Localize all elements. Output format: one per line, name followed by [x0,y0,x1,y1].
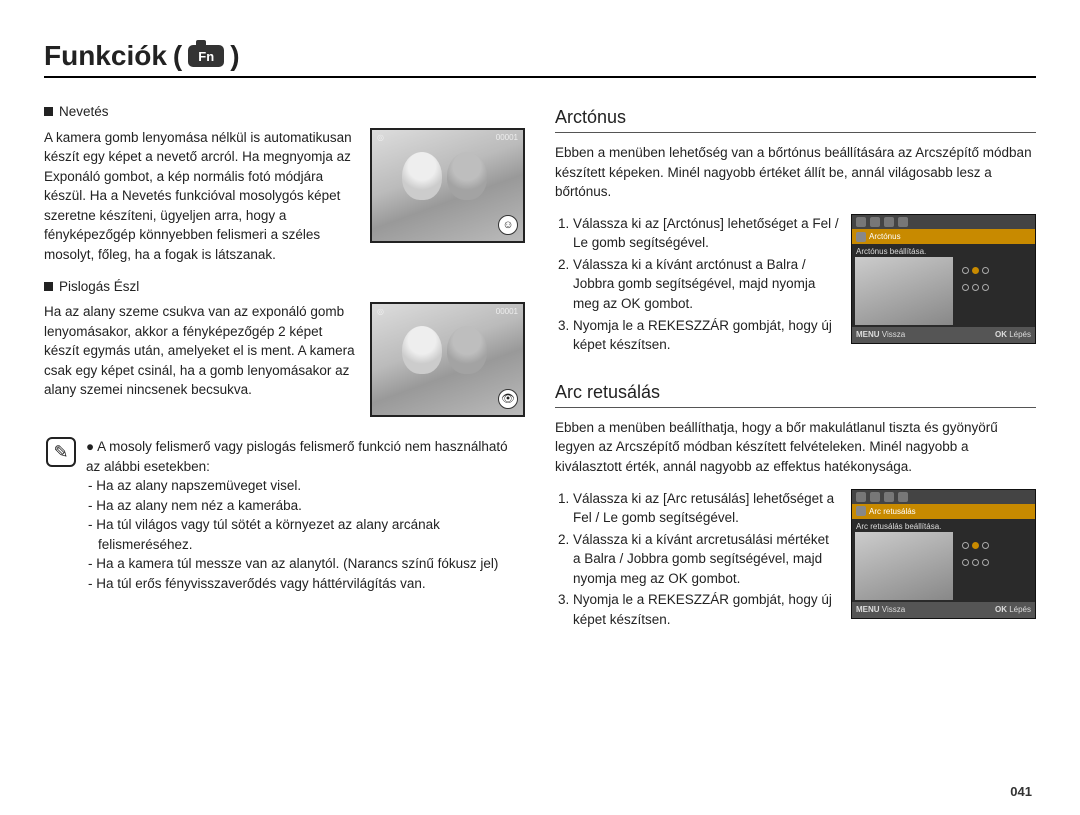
menu-preview-pic [855,257,953,325]
camera-menu-arctonus: Arctónus Arctónus beállítása. MENU Vissz… [851,214,1036,344]
level-dot [972,542,979,549]
note-item: - Ha a kamera túl messze van az alanytól… [86,554,523,574]
fn-label: Fn [198,49,214,64]
counter: 00001 [496,306,518,318]
thumb-overlay: ◎ 00001 [374,306,521,318]
level-dot [962,284,969,291]
block-pislogas: Ha az alany szeme csukva van az exponáló… [44,302,525,417]
body-text: Ha az alany szeme csukva van az exponáló… [44,302,358,417]
bullet-square-icon [44,107,53,116]
steps-list: Válassza ki az [Arc retusálás] lehetőség… [555,489,839,632]
tab-icon [884,492,894,502]
two-column-layout: Nevetés A kamera gomb lenyomása nélkül i… [44,96,1036,643]
step: Válassza ki a kívánt arcretusálási mérté… [573,530,839,589]
menu-btn-label: MENU [856,330,880,339]
ok-btn-label: OK [995,605,1007,614]
subhead-label: Pislogás Észl [59,277,139,297]
tab-icon [870,492,880,502]
level-dot [972,284,979,291]
subhead-nevetes: Nevetés [44,102,525,122]
intro-text: Ebben a menüben lehetőség van a bőrtónus… [555,143,1036,202]
block-retusalas: Válassza ki az [Arc retusálás] lehetőség… [555,489,1036,632]
step-label: Lépés [1009,605,1031,614]
menu-bottom-bar: MENU Vissza OK Lépés [852,327,1035,343]
menu-label: Arc retusálás [869,506,916,518]
level-dot [982,284,989,291]
page-number: 041 [1010,784,1032,799]
face-tone-icon [856,232,866,242]
sample-photo-smile: ◎ 00001 ☺ [370,128,525,243]
menu-row-selected: Arctónus [852,229,1035,245]
face-retouch-icon [856,506,866,516]
menu-btn-label: MENU [856,605,880,614]
rec-icon: ◎ [377,132,384,144]
step-label: Lépés [1009,330,1031,339]
tab-icon [870,217,880,227]
level-dot [982,559,989,566]
title-text: Funkciók [44,40,167,72]
menu-bottom-bar: MENU Vissza OK Lépés [852,602,1035,618]
step: Válassza ki a kívánt arctónust a Balra /… [573,255,839,314]
steps-list: Válassza ki az [Arctónus] lehetőséget a … [555,214,839,357]
open-paren: ( [173,40,182,72]
note-item: - Ha túl világos vagy túl sötét a környe… [86,515,523,554]
menu-topbar [852,215,1035,229]
right-column: Arctónus Ebben a menüben lehetőség van a… [555,96,1036,643]
note-lead: ● A mosoly felismerő vagy pislogás felis… [86,437,523,476]
level-dot [972,559,979,566]
bullet-square-icon [44,282,53,291]
subhead-pislogas: Pislogás Észl [44,277,525,297]
level-dot [962,267,969,274]
block-arctonus: Válassza ki az [Arctónus] lehetőséget a … [555,214,1036,357]
menu-slider [962,542,989,566]
level-dot [962,559,969,566]
intro-text: Ebben a menüben beállíthatja, hogy a bőr… [555,418,1036,477]
left-column: Nevetés A kamera gomb lenyomása nélkül i… [44,96,525,643]
thumb-overlay: ◎ 00001 [374,132,521,144]
note-icon: ✎ [46,437,76,467]
sample-photo-blink: ◎ 00001 👁 [370,302,525,417]
level-dot [962,542,969,549]
menu-row-selected: Arc retusálás [852,504,1035,520]
menu-topbar [852,490,1035,504]
subhead-label: Nevetés [59,102,109,122]
step: Válassza ki az [Arc retusálás] lehetőség… [573,489,839,528]
menu-preview-pic [855,532,953,600]
smile-icon: ☺ [498,215,518,235]
back-label: Vissza [882,330,905,339]
tab-icon [898,217,908,227]
section-title-retusalas: Arc retusálás [555,379,1036,408]
section-title-arctonus: Arctónus [555,104,1036,133]
camera-fn-icon: Fn [188,45,224,67]
tab-icon [884,217,894,227]
rec-icon: ◎ [377,306,384,318]
menu-label: Arctónus [869,231,901,243]
note-block: ✎ ● A mosoly felismerő vagy pislogás fel… [44,437,525,594]
note-item: - Ha túl erős fényvisszaverődés vagy hát… [86,574,523,594]
ok-btn-label: OK [995,330,1007,339]
note-list: ● A mosoly felismerő vagy pislogás felis… [86,437,523,594]
page-title: Funkciók ( Fn ) [44,40,1036,78]
close-paren: ) [230,40,239,72]
note-item: - Ha az alany nem néz a kamerába. [86,496,523,516]
level-dot [972,267,979,274]
step: Válassza ki az [Arctónus] lehetőséget a … [573,214,839,253]
level-dot [982,542,989,549]
step: Nyomja le a REKESZZÁR gombját, hogy új k… [573,316,839,355]
counter: 00001 [496,132,518,144]
tab-icon [898,492,908,502]
note-item: - Ha az alany napszemüveget visel. [86,476,523,496]
blink-icon: 👁 [498,389,518,409]
block-nevetes: A kamera gomb lenyomása nélkül is automa… [44,128,525,265]
back-label: Vissza [882,605,905,614]
menu-slider [962,267,989,291]
step: Nyomja le a REKESZZÁR gombját, hogy új k… [573,590,839,629]
camera-menu-retusalas: Arc retusálás Arc retusálás beállítása. … [851,489,1036,619]
level-dot [982,267,989,274]
tab-icon [856,217,866,227]
body-text: A kamera gomb lenyomása nélkül is automa… [44,128,358,265]
tab-icon [856,492,866,502]
